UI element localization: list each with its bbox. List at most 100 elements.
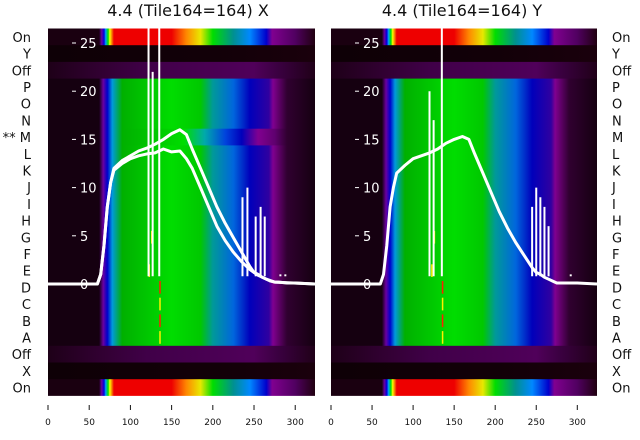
x-tick-label: 250: [528, 418, 545, 428]
hot-streak: [159, 314, 161, 328]
heatmap-row-y: [331, 45, 597, 63]
right-row-label: On: [612, 31, 630, 46]
right-row-label: B: [612, 315, 621, 330]
left-row-label: H: [21, 215, 31, 230]
right-row-label: Off: [612, 64, 632, 79]
hot-streak: [159, 331, 161, 344]
heatmap-row-o: [48, 95, 315, 113]
heatmap-row-h: [48, 212, 315, 230]
heatmap-row-on: [331, 379, 597, 396]
hot-streak: [441, 331, 444, 344]
right-row-label: H: [612, 215, 622, 230]
hot-streak: [441, 297, 444, 311]
left-row-label: I: [27, 198, 31, 213]
heatmap-row-y: [48, 45, 315, 63]
hot-streak: [159, 281, 161, 294]
right-row-label: E: [612, 265, 620, 280]
left-row-label: On: [13, 382, 31, 397]
heatmap-row-a: [331, 329, 597, 347]
y-tick-label: 5: [363, 230, 371, 245]
x-tick-label: 100: [122, 418, 139, 428]
left-row-label: O: [21, 98, 31, 113]
heatmap-row-off: [48, 345, 315, 363]
y-tick-label: 10: [363, 182, 380, 197]
left-row-label: On: [13, 31, 31, 46]
left-row-label: Y: [22, 48, 31, 63]
x-tick-label: 100: [405, 418, 422, 428]
left-row-label: B: [22, 315, 31, 330]
right-row-label: M: [612, 131, 623, 146]
heatmap-row-e: [48, 262, 315, 280]
right-row-label: J: [611, 181, 616, 196]
heatmap-row-i: [48, 195, 315, 213]
heatmap-row-e: [331, 262, 597, 280]
y-tick-label: 25: [363, 37, 380, 52]
right-row-label: O: [612, 98, 622, 113]
left-row-label: A: [22, 331, 31, 346]
x-tick-label: 50: [83, 418, 95, 428]
x-tick-label: 0: [45, 418, 51, 428]
heatmap-row-k: [48, 162, 315, 180]
heatmap-row-b: [331, 312, 597, 330]
heatmap-row-l: [331, 145, 597, 163]
hot-streak: [441, 281, 444, 294]
left-row-label: K: [22, 164, 31, 179]
heatmap-row-off: [331, 345, 597, 363]
right-row-label: F: [612, 248, 619, 263]
right-panel-title: 4.4 (Tile164=164) Y: [382, 1, 543, 20]
right-row-label: L: [612, 148, 620, 163]
right-row-label: X: [612, 365, 621, 380]
x-tick-label: 200: [204, 418, 221, 428]
left-row-label: L: [24, 148, 32, 163]
right-row-label: I: [612, 198, 616, 213]
heatmap-row-a: [48, 329, 315, 347]
y-tick-label: 20: [363, 85, 380, 100]
heatmap-row-m: [48, 128, 315, 146]
left-row-label: Off: [12, 64, 32, 79]
heatmap-row-c: [48, 295, 315, 313]
left-panel-title: 4.4 (Tile164=164) X: [107, 1, 269, 20]
heatmap-row-k: [331, 162, 597, 180]
y-tick-label: 5: [80, 230, 88, 245]
left-row-label: D: [21, 281, 31, 296]
heatmap-row-x: [48, 362, 315, 380]
heatmap-row-d: [331, 279, 597, 297]
right-row-label: P: [612, 81, 620, 96]
y-tick-label: 15: [363, 133, 380, 148]
heatmap-row-off: [331, 61, 597, 80]
heatmap-row-f: [48, 245, 315, 263]
right-row-label: On: [612, 382, 630, 397]
left-row-label: Off: [12, 348, 32, 363]
right-row-label: G: [612, 231, 622, 246]
right-row-label: D: [612, 281, 622, 296]
right-row-label: K: [612, 164, 621, 179]
heatmap-row-i: [331, 195, 597, 213]
x-tick-label: 300: [569, 418, 586, 428]
right-row-label: Off: [612, 348, 632, 363]
y-tick-label: 0: [363, 278, 371, 293]
left-row-label: J: [26, 181, 31, 196]
heatmap-row-on: [48, 379, 315, 396]
y-tick-label: 10: [80, 182, 97, 197]
y-tick-label: 15: [80, 133, 97, 148]
right-row-label: Y: [611, 48, 620, 63]
heatmap-row-off: [48, 61, 315, 80]
heatmap-row-on: [331, 28, 597, 46]
right-row-label: C: [612, 298, 621, 313]
heatmap-row-on: [48, 28, 315, 46]
y-tick-label: 25: [80, 37, 97, 52]
x-tick-label: 200: [487, 418, 504, 428]
heatmap-row-h: [331, 212, 597, 230]
heatmap-row-n: [331, 112, 597, 130]
x-tick-label: 50: [366, 418, 378, 428]
x-tick-label: 150: [163, 418, 180, 428]
x-tick-label: 250: [245, 418, 262, 428]
heatmap-row-c: [331, 295, 597, 313]
heatmap-row-x: [331, 362, 597, 380]
left-row-label: E: [23, 265, 31, 280]
heatmap-row-f: [331, 245, 597, 263]
left-row-label: P: [23, 81, 31, 96]
heatmap-row-p: [48, 78, 315, 96]
